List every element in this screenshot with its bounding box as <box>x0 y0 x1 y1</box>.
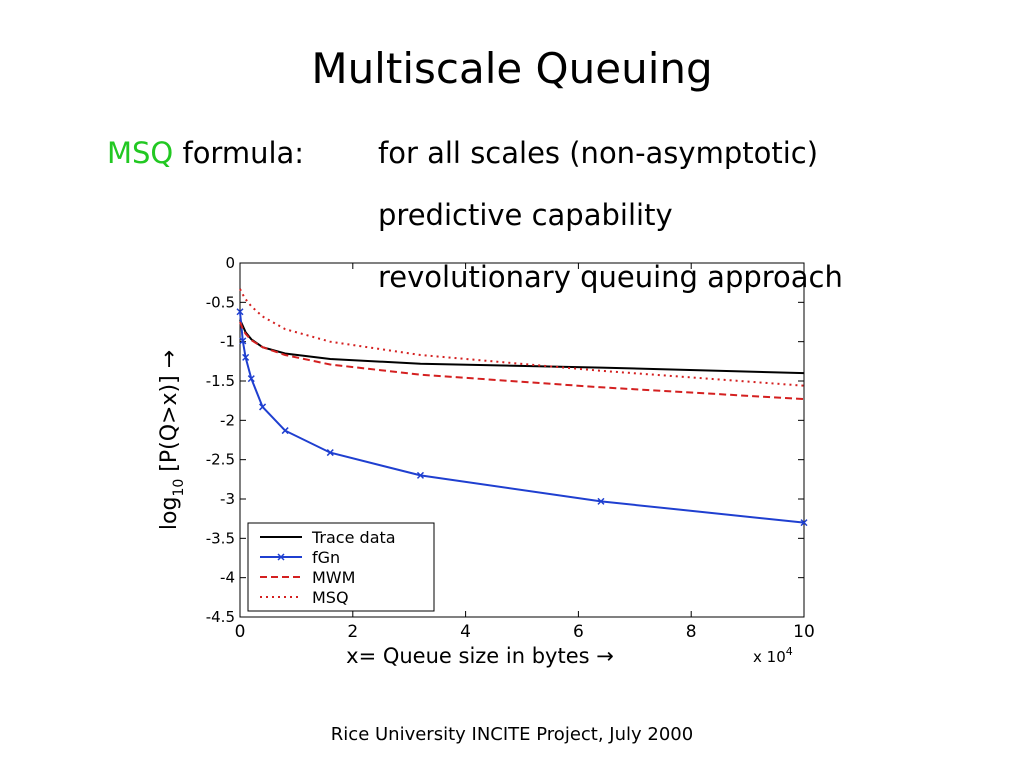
fgn-data-point <box>247 375 255 383</box>
series-line-msq <box>239 288 805 387</box>
legend-label: MSQ <box>312 588 349 607</box>
x-tick-label: 6 <box>573 622 584 642</box>
fgn-data-point <box>281 427 289 435</box>
y-tick-label: -1 <box>220 333 235 351</box>
y-axis-label: log10 [P(Q>x)] → <box>157 350 187 530</box>
fgn-data-point <box>236 308 244 316</box>
series-line-fgn <box>239 311 805 524</box>
slide-title: Multiscale Queuing <box>311 44 713 93</box>
x-tick-label: 10 <box>793 622 815 642</box>
x-axis-label: x= Queue size in bytes → <box>346 644 614 668</box>
fgn-data-point <box>326 449 334 457</box>
bullet-revolutionary: revolutionary queuing approach <box>378 260 843 294</box>
y-tick-label: -1.5 <box>206 372 235 390</box>
x-axis-multiplier: x 104 <box>753 645 793 666</box>
y-tick-label: -2.5 <box>206 451 235 469</box>
fgn-data-point <box>242 353 250 361</box>
footer-credit: Rice University INCITE Project, July 200… <box>330 724 694 745</box>
fgn-data-point <box>239 337 247 345</box>
svg-text:log10 [P(Q>x)] →: log10 [P(Q>x)] → <box>157 350 187 530</box>
y-tick-label: -4 <box>220 569 235 587</box>
fgn-data-point <box>800 519 808 527</box>
y-tick-label: 0 <box>225 254 235 272</box>
x-tick-label: 2 <box>347 622 358 642</box>
legend-label: fGn <box>312 548 340 567</box>
x-tick-label: 8 <box>686 622 697 642</box>
legend-label: MWM <box>312 568 355 587</box>
fgn-data-point <box>597 497 605 505</box>
x-tick-label: 4 <box>460 622 471 642</box>
formula-text: formula: <box>173 136 305 170</box>
bullet-non-asymptotic: for all scales (non-asymptotic) <box>378 136 819 170</box>
series-line-mwm <box>239 321 805 401</box>
queue-probability-chart: 0 2 4 6 8 10 0 -0.5 -1 -1.5 -2 -2.5 -3 -3.5 -4 -4.5 Tra… <box>157 254 815 668</box>
msq-accent-text: MSQ <box>107 136 174 170</box>
y-tick-label: -4.5 <box>206 608 235 626</box>
bullet-predictive: predictive capability <box>378 198 673 232</box>
y-tick-label: -0.5 <box>206 293 235 311</box>
fgn-data-point <box>416 471 425 479</box>
x-tick-label: 0 <box>235 622 246 642</box>
y-tick-label: -3.5 <box>206 529 235 547</box>
legend-label: Trace data <box>311 528 396 547</box>
y-tick-label: -2 <box>220 411 235 429</box>
y-tick-label: -3 <box>220 490 235 508</box>
fgn-data-point <box>259 403 267 411</box>
formula-label: MSQ formula: <box>107 136 304 170</box>
